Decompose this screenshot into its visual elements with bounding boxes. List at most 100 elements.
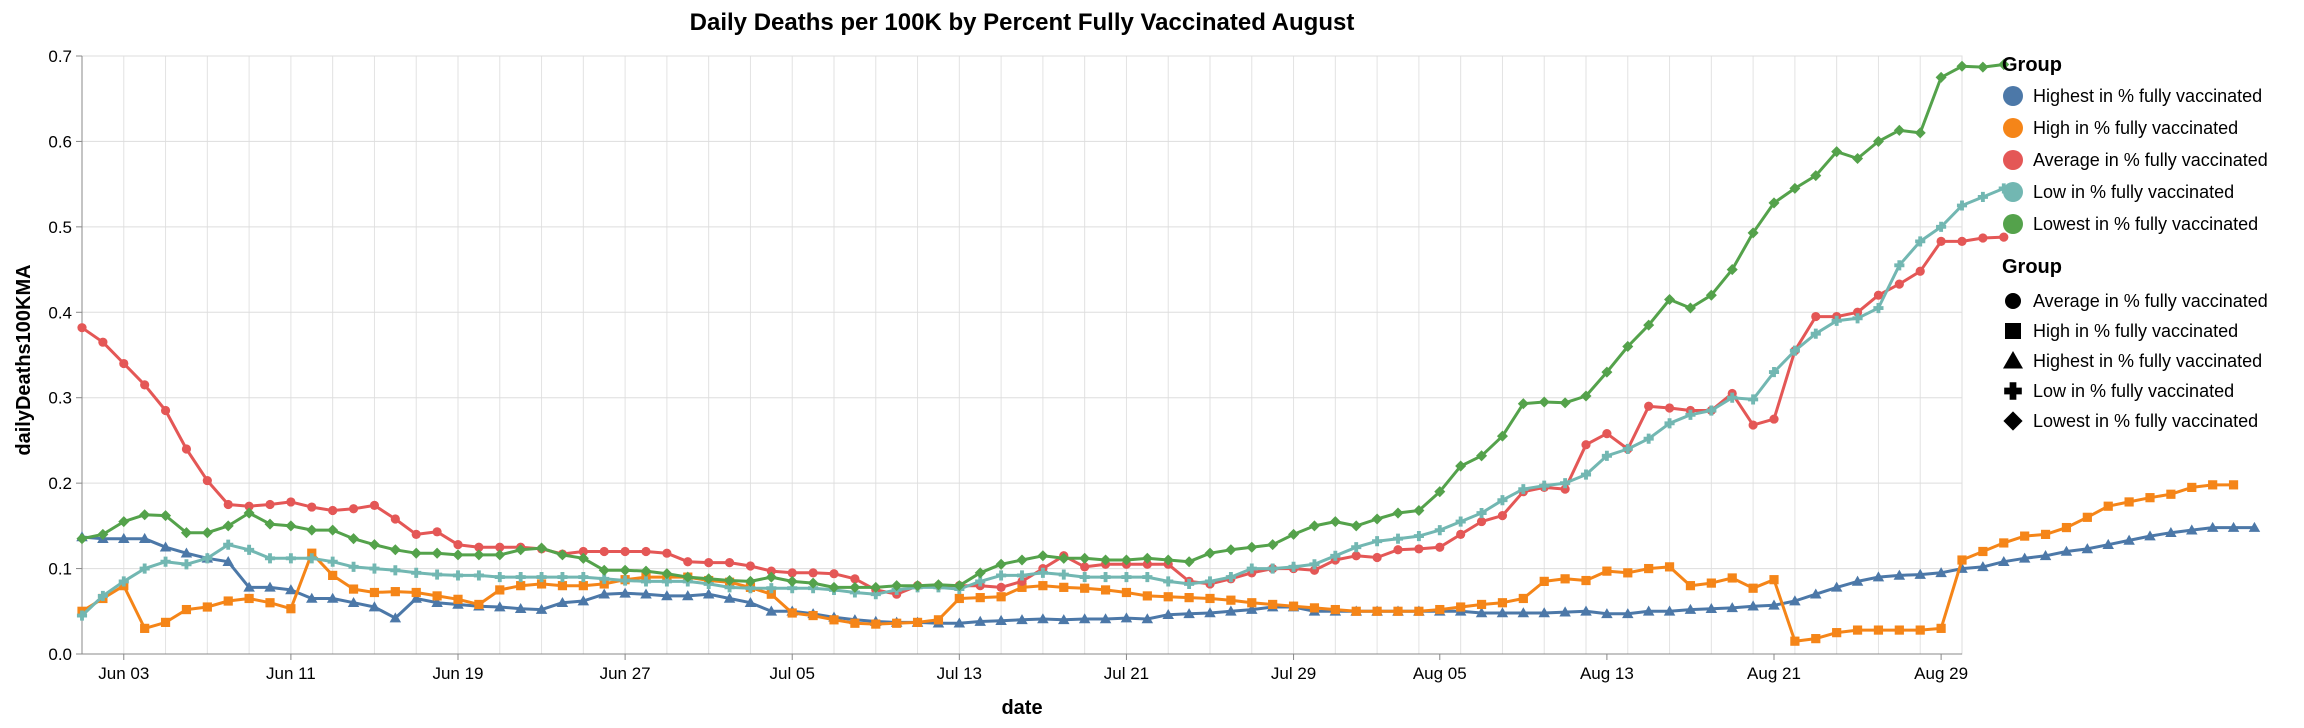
data-point xyxy=(410,547,422,559)
data-point xyxy=(473,549,485,561)
data-point xyxy=(1705,602,1718,614)
data-point xyxy=(1351,542,1362,553)
data-point xyxy=(1559,397,1571,409)
data-point xyxy=(598,588,610,599)
x-tick-label: Jun 19 xyxy=(432,664,483,683)
data-point xyxy=(829,569,839,579)
data-point xyxy=(1141,613,1154,624)
data-point xyxy=(724,575,736,587)
y-tick-label: 0.5 xyxy=(48,218,72,237)
data-point xyxy=(1455,516,1466,527)
data-point xyxy=(1434,486,1446,498)
data-point xyxy=(661,568,673,580)
data-point xyxy=(1308,520,1320,532)
data-point xyxy=(577,595,590,606)
data-point xyxy=(808,568,818,578)
data-point xyxy=(1872,571,1885,582)
data-point xyxy=(159,541,172,552)
data-point xyxy=(160,405,171,416)
data-point xyxy=(1832,628,1842,638)
data-point xyxy=(765,605,778,616)
data-point xyxy=(2248,521,2261,532)
data-point xyxy=(347,596,360,608)
data-point xyxy=(1080,583,1090,593)
data-point xyxy=(2081,543,2094,554)
data-point xyxy=(515,544,527,556)
data-point xyxy=(1601,450,1612,461)
data-point xyxy=(1456,602,1466,612)
data-point xyxy=(2103,501,2113,511)
data-point xyxy=(1831,146,1843,158)
data-point xyxy=(620,575,631,586)
data-point xyxy=(1372,536,1383,547)
data-point xyxy=(1664,562,1675,572)
data-point xyxy=(369,563,380,574)
data-point xyxy=(1184,578,1195,590)
data-point xyxy=(849,581,861,593)
y-tick-label: 0.0 xyxy=(48,645,72,664)
data-point xyxy=(1622,443,1633,455)
data-point xyxy=(223,539,234,550)
data-point xyxy=(1559,606,1571,617)
data-point xyxy=(222,520,234,532)
data-point xyxy=(1497,598,1508,608)
data-point xyxy=(410,592,422,603)
data-point xyxy=(2018,552,2031,563)
data-point xyxy=(1852,152,1864,165)
data-point xyxy=(1936,236,1946,246)
data-point xyxy=(140,380,150,390)
data-point xyxy=(599,579,609,589)
data-point xyxy=(1664,418,1675,429)
data-point xyxy=(1622,608,1634,619)
data-point xyxy=(912,580,924,592)
data-point xyxy=(1476,516,1487,527)
data-point xyxy=(1288,561,1299,572)
data-point xyxy=(223,499,233,510)
data-point xyxy=(1496,430,1508,442)
data-point xyxy=(390,565,401,576)
data-point xyxy=(1768,197,1780,209)
data-point xyxy=(870,589,881,600)
data-point xyxy=(264,518,276,530)
data-point xyxy=(1893,569,1906,580)
data-point xyxy=(1017,582,1027,592)
data-point xyxy=(1580,390,1592,402)
data-point xyxy=(786,575,798,587)
data-point xyxy=(1037,567,1048,578)
data-point xyxy=(1684,302,1696,314)
data-point xyxy=(1330,550,1341,561)
legend-shape: Group Average in % fully vaccinated High … xyxy=(2002,256,2268,431)
data-point xyxy=(2082,512,2092,522)
data-point xyxy=(536,572,547,583)
data-point xyxy=(1790,636,1800,646)
data-point xyxy=(97,528,109,540)
data-point xyxy=(285,553,296,564)
data-point xyxy=(453,594,463,604)
data-point xyxy=(138,532,151,543)
data-point xyxy=(1873,302,1884,314)
data-point xyxy=(1560,574,1570,584)
data-point xyxy=(180,527,192,539)
data-point xyxy=(1956,200,1968,211)
data-point xyxy=(974,615,986,626)
data-point xyxy=(599,573,610,584)
data-point xyxy=(1936,623,1946,633)
data-point xyxy=(1957,555,1967,565)
x-tick-label: Jul 21 xyxy=(1104,664,1149,683)
data-point xyxy=(389,612,402,623)
data-point xyxy=(995,614,1007,625)
data-point xyxy=(1121,587,1132,598)
legend-shape-label: Highest in % fully vaccinated xyxy=(2033,351,2262,371)
data-point xyxy=(1894,279,1904,289)
data-point xyxy=(77,323,87,333)
data-point xyxy=(1957,236,1967,246)
data-point xyxy=(2187,482,2197,493)
data-point xyxy=(244,544,255,555)
data-point xyxy=(975,593,985,603)
data-point xyxy=(724,582,735,593)
data-point xyxy=(1748,394,1759,405)
data-point xyxy=(724,557,735,568)
data-point xyxy=(1977,561,1989,572)
data-point xyxy=(1225,572,1236,583)
data-point xyxy=(1915,625,1925,635)
